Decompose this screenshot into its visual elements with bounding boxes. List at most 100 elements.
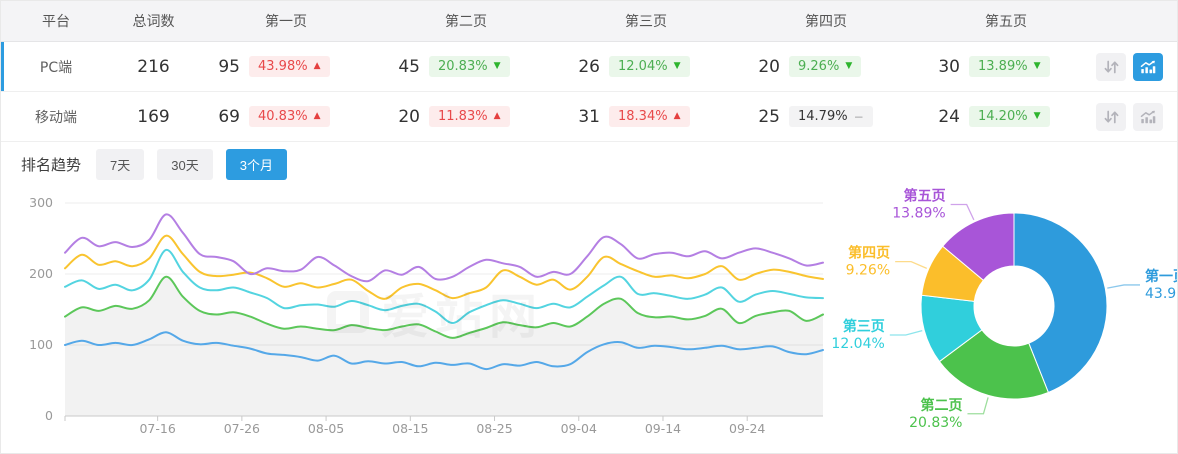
y-axis-label: 0 [45,408,53,423]
donut-slice-page-2[interactable] [938,329,1049,400]
pc-page5-cell: 30 13.89% ▼ [916,56,1096,77]
trend-arrow-icon: ▲ [313,61,321,71]
total-words-value: 169 [137,106,170,127]
total-words-value: 216 [137,56,170,77]
donut-label-pct: 20.83% [909,415,962,431]
sort-arrows-icon [1104,110,1118,123]
donut-label-pct: 12.04% [831,336,884,352]
trend-line-page-4 [64,234,824,300]
x-axis-label: 07-16 [139,421,175,436]
pc-page2-cell: 45 20.83% ▼ [376,56,556,77]
page-count: 69 [218,106,240,127]
y-axis-label: 100 [29,337,53,352]
donut-label-leader [1107,284,1141,289]
donut-label-name: 第五页 [904,187,946,204]
area-fill [65,276,823,416]
page-count: 26 [578,56,600,77]
platform-label: 移动端 [35,109,77,126]
bar-chart-trend-icon [1140,110,1156,123]
header-page4: 第四页 [805,14,847,30]
pc-page3-cell: 26 12.04% ▼ [556,56,736,77]
x-axis-label: 07-26 [224,421,260,436]
pct-badge: 12.04% ▼ [609,56,690,77]
trend-toolbar: 排名趋势 7天 30天 3个月 [1,142,1177,186]
x-axis-label: 08-15 [392,421,428,436]
pct-badge: 20.83% ▼ [429,56,510,77]
pct-badge: 18.34% ▲ [609,106,690,127]
donut-label-leader [967,397,989,415]
trend-line-page-3 [64,248,824,325]
page-count: 31 [578,106,600,127]
sort-arrows-icon [1104,60,1118,73]
x-axis-label: 09-14 [645,421,681,436]
pct-badge: 13.89% ▼ [969,56,1050,77]
page-count: 95 [218,56,240,77]
trend-chart-button[interactable] [1133,52,1163,81]
tab-7-days[interactable]: 7天 [96,148,145,180]
donut-label-leader [895,260,928,269]
donut-label-pct: 13.89% [892,205,945,221]
pct-badge: 14.79% − [789,106,873,127]
trend-section-title: 排名趋势 [21,155,82,174]
sort-button[interactable] [1096,52,1126,81]
mobile-page5-cell: 24 14.20% ▼ [916,106,1096,127]
header-page3: 第三页 [625,14,667,30]
donut-slice-page-1[interactable] [1013,212,1108,394]
trend-arrow-icon: ▲ [673,111,681,121]
platform-label: PC端 [39,59,73,76]
x-axis-label: 08-05 [308,421,344,436]
mobile-page1-cell: 69 40.83% ▲ [196,106,376,127]
header-platform: 平台 [42,14,70,30]
header-page5: 第五页 [985,14,1027,30]
page-count: 20 [398,106,420,127]
trend-arrow-icon: ▼ [1033,111,1041,121]
y-axis-label: 200 [29,266,53,281]
donut-label-name: 第四页 [848,245,890,262]
mobile-page4-cell: 25 14.79% − [736,106,916,127]
donut-label-leader [950,203,975,221]
page-count: 30 [938,56,960,77]
x-axis-label: 08-25 [476,421,512,436]
trend-line-page-1 [64,331,824,371]
mobile-page3-cell: 31 18.34% ▲ [556,106,736,127]
table-header: 平台 总词数 第一页 第二页 第三页 第四页 第五页 [1,1,1177,42]
pc-page4-cell: 20 9.26% ▼ [736,56,916,77]
trend-line-page-2 [64,275,824,339]
trend-arrow-icon: ▼ [845,61,853,71]
trend-arrow-icon: − [853,109,864,124]
pct-badge: 40.83% ▲ [249,106,330,127]
page-count: 24 [938,106,960,127]
trend-arrow-icon: ▲ [313,111,321,121]
page-count: 25 [758,106,780,127]
tab-3-months[interactable]: 3个月 [225,148,287,180]
x-axis-label: 09-24 [729,421,765,436]
trend-arrow-icon: ▼ [673,61,681,71]
rank-trend-line-chart[interactable]: 0 100 200 300 07-16 07-26 08-05 08-15 08-25 09-04… [1,191,831,445]
table-row-mobile[interactable]: 移动端 169 69 40.83% ▲ 20 11.83% ▲ 31 18.34% ▲… [1,92,1177,142]
page-count: 45 [398,56,420,77]
tab-30-days[interactable]: 30天 [157,148,213,180]
pct-badge: 14.20% ▼ [969,106,1050,127]
donut-label-leader [889,329,923,336]
pct-badge: 43.98% ▲ [249,56,330,77]
trend-line-page-5 [64,213,824,283]
pct-badge: 9.26% ▼ [789,56,862,77]
header-total-words: 总词数 [132,14,175,30]
donut-slice-page-5[interactable] [942,212,1015,282]
trend-chart-button[interactable] [1133,102,1163,131]
header-page2: 第二页 [445,14,487,30]
table-row-pc[interactable]: PC端 216 95 43.98% ▲ 45 20.83% ▼ 26 12.04% ▼… [1,42,1177,92]
pc-page1-cell: 95 43.98% ▲ [196,56,376,77]
donut-label-name: 第一页 [1145,268,1177,285]
trend-arrow-icon: ▼ [1033,61,1041,71]
donut-label-pct: 43.98% [1145,286,1177,302]
donut-label-pct: 9.26% [846,263,890,279]
bar-chart-trend-icon [1140,60,1156,73]
sort-button[interactable] [1096,102,1126,131]
header-page1: 第一页 [265,14,307,30]
trend-arrow-icon: ▼ [493,61,501,71]
pct-badge: 11.83% ▲ [429,106,510,127]
donut-label-name: 第三页 [843,318,885,335]
